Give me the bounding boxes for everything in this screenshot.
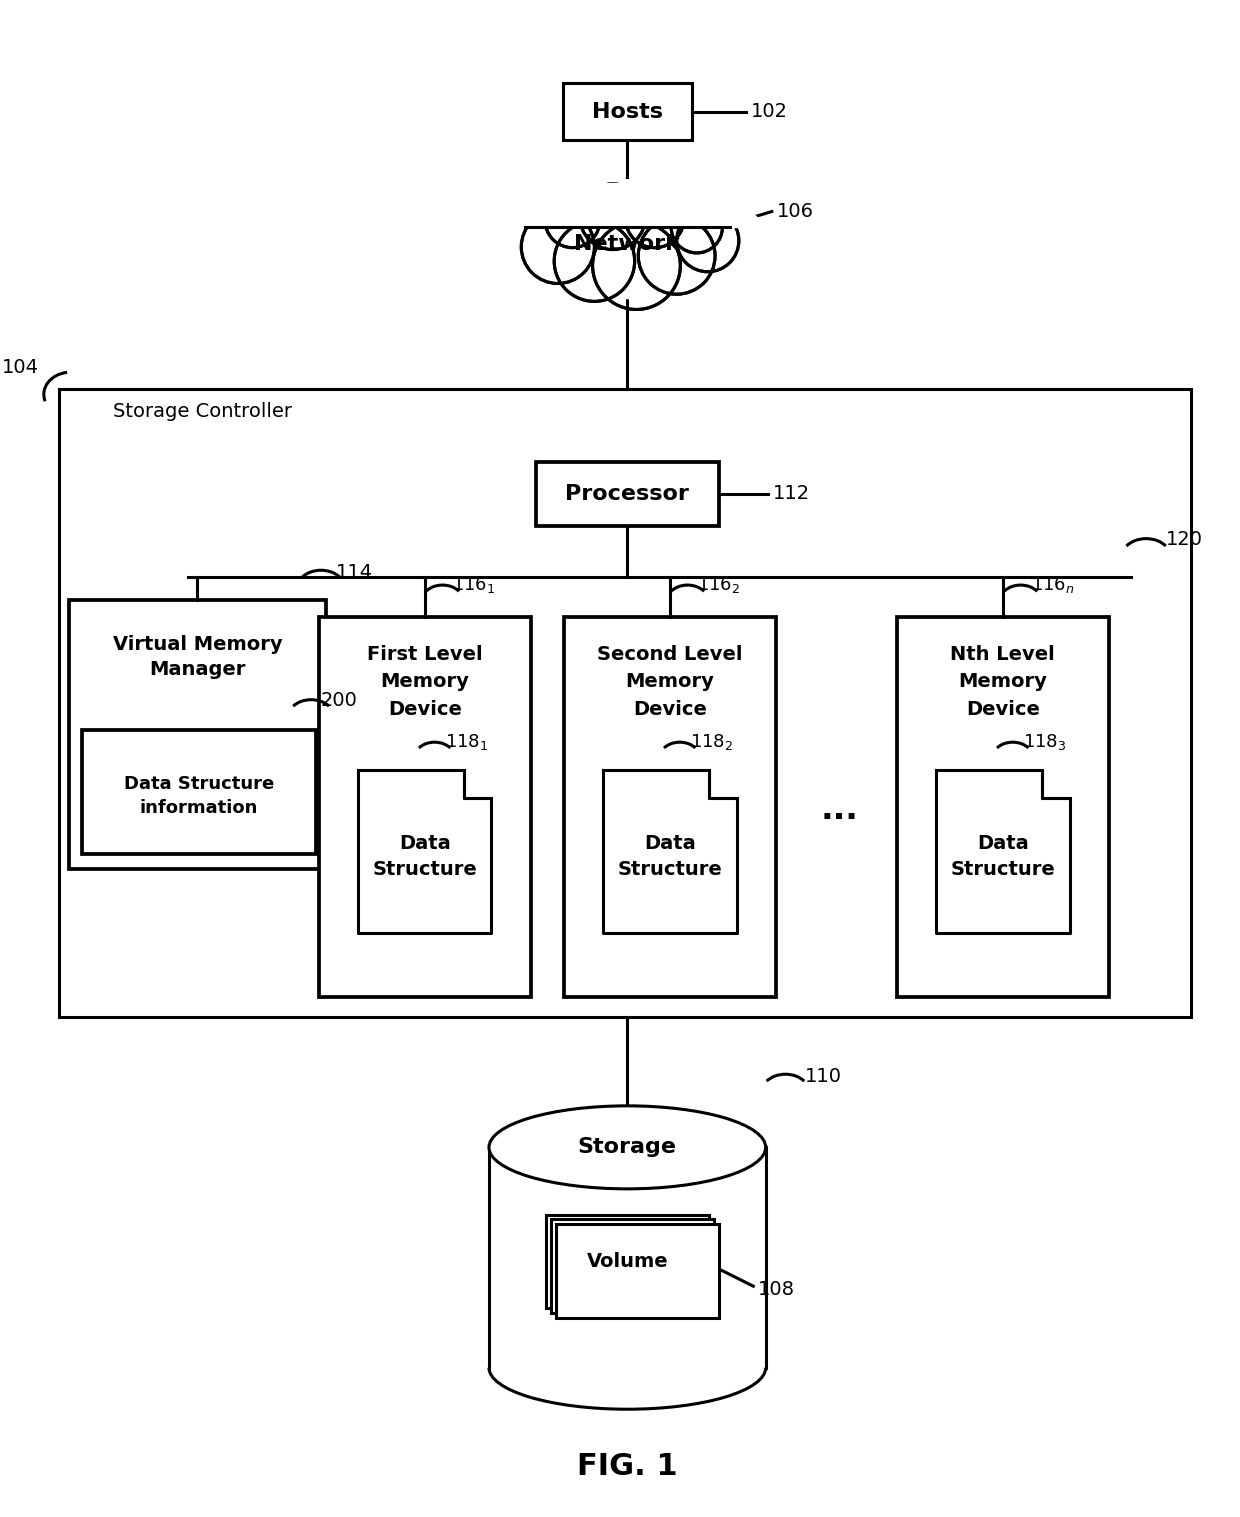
- Text: 102: 102: [751, 102, 787, 121]
- Text: Nth Level: Nth Level: [951, 645, 1055, 664]
- Circle shape: [639, 217, 715, 294]
- Bar: [897, 617, 1109, 997]
- Text: 106: 106: [776, 202, 813, 221]
- Text: 116$_n$: 116$_n$: [1030, 575, 1074, 595]
- Text: 112: 112: [773, 484, 810, 504]
- Text: Processor: Processor: [565, 484, 689, 504]
- Text: Network: Network: [574, 234, 681, 255]
- Text: 110: 110: [805, 1066, 842, 1086]
- Text: Structure: Structure: [951, 860, 1055, 878]
- Circle shape: [521, 211, 594, 284]
- Text: Manager: Manager: [149, 660, 246, 678]
- Text: FIG. 1: FIG. 1: [577, 1452, 677, 1481]
- Bar: [536, 461, 719, 526]
- Ellipse shape: [486, 184, 769, 299]
- Text: Data Structure: Data Structure: [124, 775, 274, 793]
- Text: Storage: Storage: [578, 1138, 677, 1157]
- Circle shape: [580, 184, 646, 250]
- Text: Device: Device: [966, 699, 1040, 719]
- Ellipse shape: [489, 1106, 765, 1189]
- Text: 104: 104: [2, 358, 40, 378]
- Text: ...: ...: [821, 793, 859, 825]
- Circle shape: [554, 221, 635, 302]
- Bar: [82, 730, 316, 854]
- Text: Data: Data: [399, 834, 450, 853]
- Text: 108: 108: [758, 1280, 795, 1299]
- Text: Memory: Memory: [381, 672, 469, 692]
- Bar: [489, 1147, 765, 1368]
- Bar: [564, 617, 776, 997]
- Polygon shape: [603, 769, 737, 933]
- Text: 116$_2$: 116$_2$: [697, 575, 740, 595]
- Text: 118$_2$: 118$_2$: [689, 733, 733, 752]
- Text: 116$_1$: 116$_1$: [453, 575, 496, 595]
- Bar: [546, 1215, 709, 1309]
- Text: Device: Device: [388, 699, 461, 719]
- Bar: [60, 390, 1190, 1016]
- Text: Device: Device: [632, 699, 707, 719]
- Bar: [551, 1220, 714, 1314]
- Text: Volume: Volume: [587, 1252, 668, 1271]
- Text: 118$_1$: 118$_1$: [444, 733, 487, 752]
- Text: 200: 200: [321, 692, 358, 710]
- Text: Memory: Memory: [625, 672, 714, 692]
- Text: Data: Data: [644, 834, 696, 853]
- Circle shape: [625, 190, 684, 247]
- Bar: [563, 83, 692, 141]
- Text: 114: 114: [336, 563, 373, 581]
- Bar: [508, 184, 746, 228]
- Text: Hosts: Hosts: [591, 102, 663, 121]
- Text: Data: Data: [977, 834, 1029, 853]
- Polygon shape: [936, 769, 1070, 933]
- Text: Structure: Structure: [618, 860, 722, 878]
- Text: Virtual Memory: Virtual Memory: [113, 636, 283, 654]
- Text: Storage Controller: Storage Controller: [113, 402, 291, 420]
- Circle shape: [677, 209, 739, 272]
- Text: First Level: First Level: [367, 645, 482, 664]
- Polygon shape: [358, 769, 491, 933]
- Text: Structure: Structure: [372, 860, 477, 878]
- Text: Memory: Memory: [959, 672, 1048, 692]
- Circle shape: [546, 193, 600, 247]
- Bar: [556, 1224, 719, 1318]
- Circle shape: [671, 202, 723, 253]
- Bar: [319, 617, 531, 997]
- Circle shape: [593, 221, 681, 309]
- Text: Second Level: Second Level: [598, 645, 743, 664]
- Bar: [69, 599, 326, 869]
- Text: information: information: [140, 799, 258, 818]
- Text: 120: 120: [1166, 529, 1203, 549]
- Text: 118$_3$: 118$_3$: [1023, 733, 1066, 752]
